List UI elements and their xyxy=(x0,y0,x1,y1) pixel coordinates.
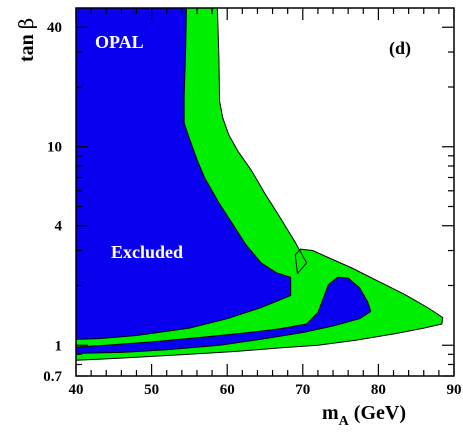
x-tick-label: 60 xyxy=(220,382,235,398)
plot-frame xyxy=(75,7,455,377)
y-tick-label: 1 xyxy=(55,338,63,354)
y-axis-title-main: tan xyxy=(16,29,38,62)
region-observed-excluded xyxy=(76,8,292,340)
tick-labels: 40 50 60 70 80 90 0.7 1 4 10 40 xyxy=(43,20,461,398)
y-tick-label: 4 xyxy=(55,219,63,235)
x-axis-title-subscript: A xyxy=(339,414,350,429)
x-tick-label: 40 xyxy=(69,382,84,398)
x-axis-title-unit: (GeV) xyxy=(349,402,406,424)
y-tick-label: 40 xyxy=(47,20,62,36)
x-tick-label: 90 xyxy=(447,382,462,398)
y-tick-label: 10 xyxy=(47,140,62,156)
y-tick-label: 0.7 xyxy=(43,369,62,385)
x-tick-label: 50 xyxy=(144,382,159,398)
y-axis-title: tan β xyxy=(14,18,38,62)
excluded-region-label: Excluded xyxy=(111,242,183,262)
x-axis-title-main: m xyxy=(322,402,339,424)
y-axis-title-greek: β xyxy=(14,18,38,30)
experiment-label: OPAL xyxy=(95,32,144,52)
x-tick-label: 80 xyxy=(371,382,386,398)
axis-ticks xyxy=(75,8,455,377)
exclusion-regions xyxy=(76,8,444,361)
x-tick-label: 70 xyxy=(295,382,310,398)
x-axis-title: mA (GeV) xyxy=(322,402,406,429)
panel-label: (d) xyxy=(389,38,411,59)
region-observed-excluded-lower-band xyxy=(76,276,372,354)
